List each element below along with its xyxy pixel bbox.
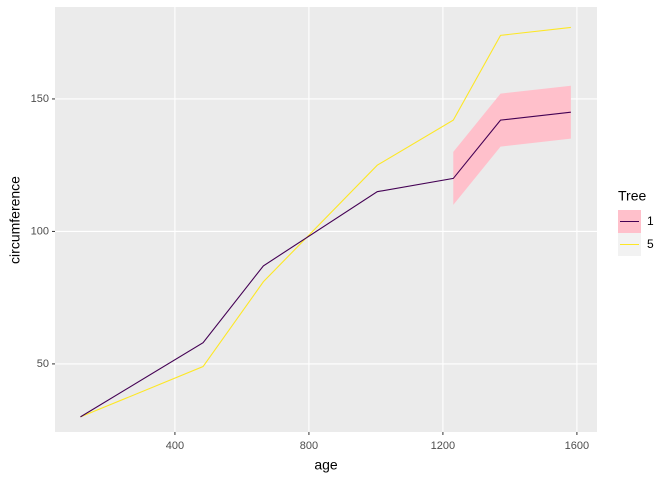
x-axis-title: age: [314, 457, 338, 473]
line: [80, 111, 571, 418]
y-tick-label: 150: [31, 93, 49, 105]
y-tick-label: 50: [37, 358, 49, 370]
x-tick-label: 1600: [565, 440, 589, 452]
legend-label: 5: [647, 237, 654, 251]
x-tick-label: 400: [166, 440, 184, 452]
panel: [55, 7, 597, 432]
y-tick-label: 100: [31, 225, 49, 237]
legend-title: Tree: [618, 188, 646, 204]
y-axis-title: circumference: [7, 176, 23, 264]
legend-label: 1: [647, 214, 654, 228]
x-tick-label: 800: [300, 440, 318, 452]
x-tick-label: 1200: [431, 440, 455, 452]
line: [80, 26, 571, 418]
